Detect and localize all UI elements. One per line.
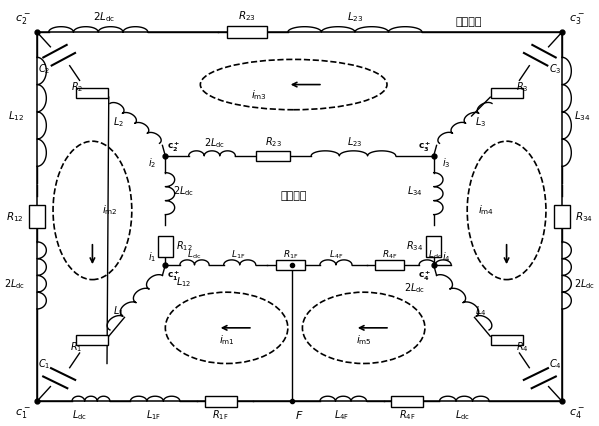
FancyBboxPatch shape [491, 88, 522, 98]
Text: $c_3^-$: $c_3^-$ [568, 12, 585, 27]
Text: $L_1$: $L_1$ [113, 304, 124, 318]
Text: $L_{\rm 4F}$: $L_{\rm 4F}$ [334, 408, 350, 422]
FancyBboxPatch shape [426, 236, 441, 256]
Text: $L_{23}$: $L_{23}$ [347, 11, 363, 24]
Text: 正极回路: 正极回路 [280, 191, 307, 201]
Text: $L_{23}$: $L_{23}$ [347, 135, 362, 150]
Text: $R_1$: $R_1$ [71, 340, 83, 354]
FancyBboxPatch shape [376, 260, 404, 270]
Text: $i_{\rm m2}$: $i_{\rm m2}$ [102, 204, 118, 217]
FancyBboxPatch shape [226, 26, 267, 38]
Text: $L_3$: $L_3$ [475, 115, 486, 129]
Text: $i_{\rm m4}$: $i_{\rm m4}$ [478, 204, 494, 217]
FancyBboxPatch shape [491, 335, 522, 345]
Text: $L_{\rm dc}$: $L_{\rm dc}$ [72, 408, 87, 422]
Text: $F$: $F$ [295, 409, 304, 421]
Text: $i_2$: $i_2$ [149, 156, 156, 170]
Text: $L_{\rm 1F}$: $L_{\rm 1F}$ [231, 248, 246, 261]
Text: $R_{\rm 1F}$: $R_{\rm 1F}$ [213, 408, 229, 422]
Text: 负极回路: 负极回路 [455, 17, 482, 27]
Text: $L_{\rm dc}$: $L_{\rm dc}$ [187, 248, 202, 261]
Text: $i_1$: $i_1$ [149, 250, 157, 264]
Text: $2L_{\rm dc}$: $2L_{\rm dc}$ [204, 136, 226, 150]
Text: $L_2$: $L_2$ [113, 115, 124, 129]
FancyBboxPatch shape [276, 260, 305, 270]
Text: $\mathbf{c_2^+}$: $\mathbf{c_2^+}$ [168, 140, 181, 154]
Text: $c_2^-$: $c_2^-$ [14, 12, 31, 27]
Text: $L_{\rm dc}$: $L_{\rm dc}$ [428, 248, 443, 261]
FancyBboxPatch shape [256, 151, 290, 161]
Text: $R_3$: $R_3$ [516, 80, 528, 94]
FancyBboxPatch shape [158, 236, 173, 256]
Text: $L_{\rm dc}$: $L_{\rm dc}$ [455, 408, 470, 422]
Text: $R_{\rm 1F}$: $R_{\rm 1F}$ [283, 248, 298, 261]
Text: $R_{34}$: $R_{34}$ [407, 239, 423, 253]
Text: $\mathbf{c_1^+}$: $\mathbf{c_1^+}$ [168, 268, 181, 282]
Text: $L_{12}$: $L_{12}$ [176, 275, 192, 288]
Text: $C_2$: $C_2$ [38, 62, 50, 76]
Text: $R_{12}$: $R_{12}$ [176, 239, 192, 253]
Text: $2L_{\rm dc}$: $2L_{\rm dc}$ [573, 277, 595, 291]
Text: $c_1^-$: $c_1^-$ [14, 407, 31, 421]
Text: $\mathbf{c_3^+}$: $\mathbf{c_3^+}$ [418, 140, 431, 154]
Text: $C_4$: $C_4$ [549, 357, 561, 371]
Text: $L_{12}$: $L_{12}$ [8, 109, 25, 123]
Text: $C_3$: $C_3$ [549, 62, 561, 76]
FancyBboxPatch shape [77, 335, 108, 345]
Text: $R_{23}$: $R_{23}$ [265, 135, 282, 150]
Text: $2L_{\rm dc}$: $2L_{\rm dc}$ [93, 11, 116, 24]
Text: $i_{\rm m5}$: $i_{\rm m5}$ [356, 334, 371, 347]
Text: $R_{12}$: $R_{12}$ [6, 210, 24, 224]
Text: $L_{34}$: $L_{34}$ [574, 109, 591, 123]
Text: $R_{34}$: $R_{34}$ [575, 210, 593, 224]
FancyBboxPatch shape [391, 396, 423, 407]
FancyBboxPatch shape [554, 205, 570, 228]
Text: $i_3$: $i_3$ [442, 156, 450, 170]
Text: $R_2$: $R_2$ [71, 80, 83, 94]
Text: $R_{23}$: $R_{23}$ [238, 9, 256, 23]
Text: $R_{\rm 4F}$: $R_{\rm 4F}$ [382, 248, 398, 261]
Text: $2L_{\rm dc}$: $2L_{\rm dc}$ [173, 184, 195, 199]
Text: $\mathbf{c_4^+}$: $\mathbf{c_4^+}$ [418, 268, 431, 282]
Text: $L_{\rm 1F}$: $L_{\rm 1F}$ [146, 408, 161, 422]
Text: $L_{\rm 4F}$: $L_{\rm 4F}$ [328, 248, 343, 261]
Text: $C_1$: $C_1$ [38, 357, 50, 371]
Text: $L_{34}$: $L_{34}$ [407, 184, 423, 199]
Text: $L_4$: $L_4$ [474, 304, 486, 318]
Text: $2L_{\rm dc}$: $2L_{\rm dc}$ [4, 277, 26, 291]
Text: $i_{\rm m1}$: $i_{\rm m1}$ [219, 334, 235, 347]
FancyBboxPatch shape [29, 205, 45, 228]
FancyBboxPatch shape [77, 88, 108, 98]
Text: $2L_{\rm dc}$: $2L_{\rm dc}$ [404, 281, 426, 295]
FancyBboxPatch shape [205, 396, 237, 407]
Text: $R_4$: $R_4$ [516, 340, 529, 354]
Text: $i_4$: $i_4$ [442, 250, 451, 264]
Text: $i_{\rm m3}$: $i_{\rm m3}$ [250, 88, 267, 102]
Text: $R_{\rm 4F}$: $R_{\rm 4F}$ [399, 408, 416, 422]
Text: $c_4^-$: $c_4^-$ [568, 407, 585, 421]
